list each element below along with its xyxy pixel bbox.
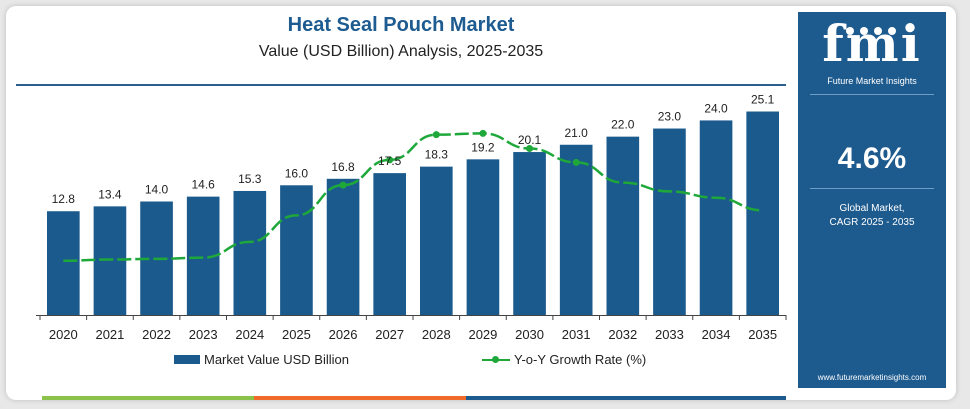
- bar-label-2025: 16.0: [285, 166, 309, 180]
- legend-label-growth-rate: Y-o-Y Growth Rate (%): [514, 352, 647, 367]
- bar-2034: [699, 120, 733, 315]
- title-divider: [16, 84, 786, 86]
- x-tick-label-2031: 2031: [562, 327, 591, 342]
- x-tick-label-2034: 2034: [702, 327, 731, 342]
- legend-bar-swatch: [174, 355, 200, 364]
- cagr-label: Global Market, CAGR 2025 - 2035: [798, 202, 946, 230]
- bar-2032: [606, 136, 640, 315]
- bar-label-2020: 12.8: [52, 192, 76, 206]
- x-tick-label-2020: 2020: [49, 327, 78, 342]
- growth-point-2028: [432, 131, 440, 139]
- footer-bar-orange: [254, 396, 466, 400]
- x-tick-label-2026: 2026: [329, 327, 358, 342]
- bar-2024: [233, 190, 267, 315]
- growth-point-2026: [339, 181, 347, 189]
- cagr-value: 4.6%: [837, 142, 907, 175]
- fmi-logo: fmi: [822, 14, 922, 73]
- footer-bar-blue: [466, 396, 786, 400]
- growth-rate-line: [63, 132, 763, 263]
- bar-2026: [326, 178, 360, 315]
- x-tick-label-2027: 2027: [375, 327, 404, 342]
- sidebar-panel: fmi Future Market Insights 4.6% Global M…: [798, 12, 946, 388]
- bar-label-2026: 16.8: [331, 160, 355, 174]
- legend-line-swatch: [482, 355, 510, 365]
- bar-label-2031: 21.0: [565, 126, 589, 140]
- growth-point-2031: [572, 158, 580, 166]
- x-tick-label-2030: 2030: [515, 327, 544, 342]
- bar-label-2023: 14.6: [192, 178, 216, 192]
- bar-label-2027: 17.5: [378, 154, 402, 168]
- bar-2030: [513, 152, 546, 315]
- logo-subtitle: Future Market Insights: [827, 76, 917, 86]
- x-tick-label-2023: 2023: [189, 327, 218, 342]
- cagr-label-line2: CAGR 2025 - 2035: [829, 217, 915, 228]
- bar-label-2034: 24.0: [704, 101, 728, 115]
- bar-2027: [373, 173, 407, 315]
- sidebar-divider-top: [810, 94, 934, 95]
- cagr-label-line1: Global Market,: [839, 203, 905, 214]
- bar-label-2032: 22.0: [611, 118, 635, 132]
- legend-label-market-value: Market Value USD Billion: [204, 352, 349, 367]
- bar-2031: [559, 144, 593, 315]
- bar-label-2035: 25.1: [751, 93, 775, 107]
- chart-plot: 2020 2021 2022 2023 2024 2025 2026 2027 2028 2029…: [36, 93, 787, 342]
- x-tick-label-2024: 2024: [235, 327, 264, 342]
- x-tick-label-2032: 2032: [608, 327, 637, 342]
- growth-point-2029: [479, 129, 487, 137]
- bar-label-2030: 20.1: [518, 133, 542, 147]
- bar-label-2024: 15.3: [238, 172, 262, 186]
- x-tick-label-2033: 2033: [655, 327, 684, 342]
- bar-2020: [46, 211, 80, 315]
- sidebar-divider-middle: [810, 188, 934, 189]
- x-tick-label-2028: 2028: [422, 327, 451, 342]
- bar-label-2033: 23.0: [658, 110, 682, 124]
- bar-2035: [746, 111, 780, 315]
- chart-subtitle: Value (USD Billion) Analysis, 2025-2035: [258, 43, 544, 60]
- x-tick-label-2021: 2021: [95, 327, 124, 342]
- footer-bar-green: [42, 396, 254, 400]
- bar-label-2029: 19.2: [471, 140, 495, 154]
- bar-2029: [466, 159, 500, 315]
- bar-2028: [419, 166, 453, 315]
- chart-title: Heat Seal Pouch Market: [287, 14, 515, 36]
- x-tick-label-2035: 2035: [748, 327, 777, 342]
- growth-point-2030: [526, 145, 534, 153]
- bar-label-2022: 14.0: [145, 183, 169, 197]
- legend-item-growth-rate: Y-o-Y Growth Rate (%): [482, 352, 646, 367]
- website-link[interactable]: www.futuremarketinsights.com: [817, 373, 927, 382]
- bar-2025: [280, 185, 313, 315]
- bar-label-2028: 18.3: [425, 148, 449, 162]
- x-tick-label-2022: 2022: [142, 327, 171, 342]
- logo-dots-icon: [846, 22, 916, 35]
- chart-card: Heat Seal Pouch Market Value (USD Billio…: [6, 6, 956, 400]
- legend-item-market-value: Market Value USD Billion: [174, 352, 349, 367]
- growth-point-2027: [386, 156, 394, 164]
- bar-label-2021: 13.4: [98, 187, 122, 201]
- x-tick-label-2025: 2025: [282, 327, 311, 342]
- x-tick-label-2029: 2029: [468, 327, 497, 342]
- bar-2033: [653, 128, 686, 315]
